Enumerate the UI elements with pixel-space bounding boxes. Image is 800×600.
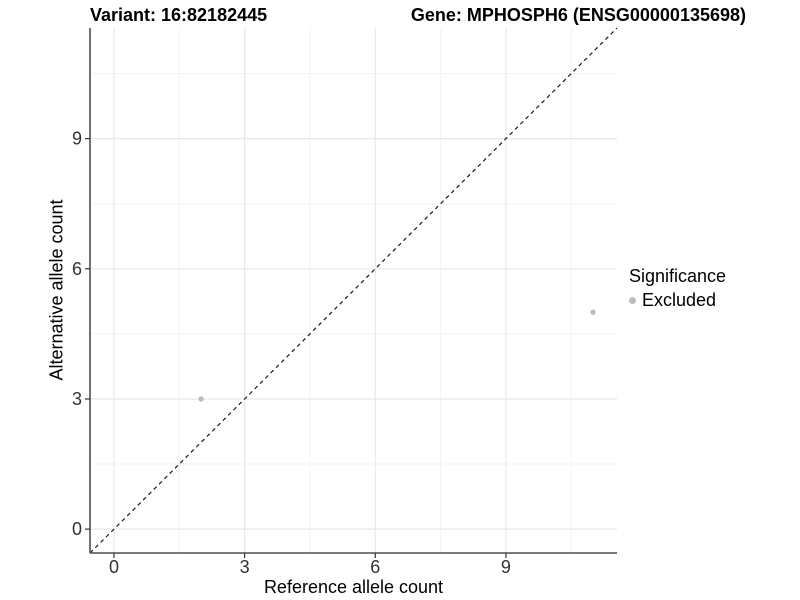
legend-title: Significance: [629, 266, 727, 286]
legend-item-excluded: Excluded: [629, 290, 726, 311]
x-tick-label: 3: [240, 557, 250, 577]
legend-item-label: Excluded: [642, 290, 717, 310]
y-tick-label: 9: [72, 129, 82, 149]
data-point: [198, 396, 204, 402]
y-tick-label: 0: [72, 519, 82, 539]
identity-line: [89, 27, 618, 554]
x-tick-label: 9: [501, 557, 511, 577]
y-tick-label: 3: [72, 389, 82, 409]
variant-title: Variant: 16:82182445: [90, 5, 268, 25]
x-axis-title: Reference allele count: [263, 577, 444, 597]
x-tick-label: 6: [370, 557, 380, 577]
legend: Significance Excluded: [629, 266, 726, 311]
y-tick-label: 6: [72, 259, 82, 279]
legend-point-icon: [629, 297, 636, 304]
gene-title: Gene: MPHOSPH6 (ENSG00000135698): [410, 5, 746, 25]
plot-title-row: Variant: 16:82182445 Gene: MPHOSPH6 (ENS…: [90, 5, 746, 26]
y-axis-title: Alternative allele count: [46, 199, 67, 381]
data-point: [590, 309, 596, 315]
x-tick-label: 0: [109, 557, 119, 577]
